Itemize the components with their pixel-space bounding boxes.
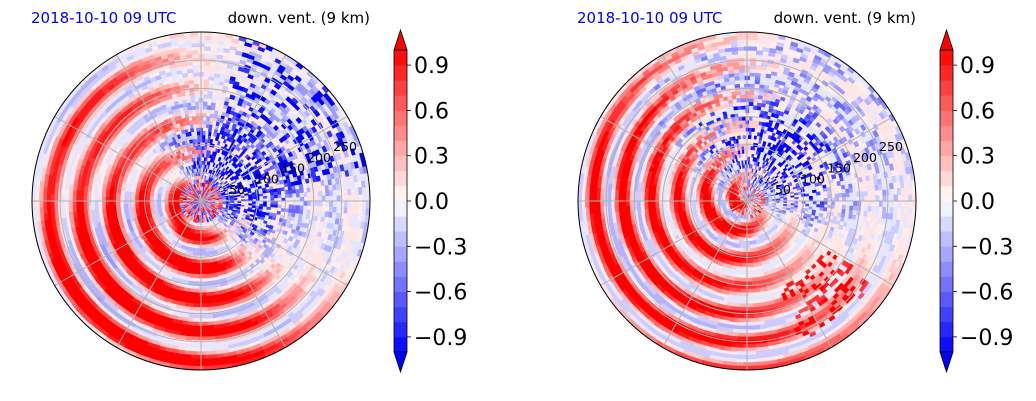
colorbar-segment [940,80,953,96]
colorbar-tick-label: −0.9 [414,326,467,351]
colorbar-segment [394,246,407,262]
panel-date-title: 2018-10-10 09 UTC [31,9,177,27]
colorbar-segment [940,216,953,232]
colorbar-segment [940,50,953,66]
panel-date-title: 2018-10-10 09 UTC [577,9,723,27]
colorbar-extend-min [939,351,954,374]
colorbar-segment [940,170,953,187]
angular-gridline-150 [600,116,748,202]
angular-gridline-150 [54,116,202,202]
radial-tick-label: 150 [281,161,305,176]
radial-tick-label: 150 [827,161,851,176]
colorbar-segment [940,291,953,308]
colorbar-segment [394,201,407,217]
colorbar-segment [940,95,953,111]
colorbar: −0.9 −0.6 −0.3 0.0 0.3 0.6 0.9 [939,28,1013,374]
colorbar-tick-label: 0.6 [960,99,995,124]
colorbar-segment [940,306,953,323]
polar-frame [31,31,371,371]
angular-gridline-210 [600,200,748,286]
radial-tick-label: 250 [879,139,903,154]
angular-gridline-300 [200,200,286,348]
radial-tick-label: 200 [853,150,877,165]
angular-gridline-60 [200,54,286,202]
radial-tick-label: 200 [307,150,331,165]
colorbar-segment [394,95,407,111]
colorbar-tick-label: 0.6 [414,99,449,124]
colorbar-segment [394,185,407,202]
colorbar-tick-label: 0.3 [960,145,995,170]
colorbar-extend-max [393,28,408,51]
polar-grid [578,32,916,370]
colorbar-segment [394,231,407,247]
colorbar-segment [940,125,953,141]
colorbar-segment [940,321,953,338]
colorbar-segment [394,50,407,66]
polar-frame [577,31,917,371]
colorbar-segment [394,125,407,141]
angular-gridline-60 [746,54,832,202]
angular-gridline-300 [746,200,832,348]
colorbar-segment [394,170,407,187]
colorbar-extend-min [393,351,408,374]
angular-gridline-30 [200,116,348,202]
colorbar-segment [940,246,953,262]
colorbar-segment [394,306,407,323]
colorbar-segment [940,185,953,202]
colorbar-segment [394,336,407,353]
colorbar-segment [394,110,407,126]
radial-tick-label: 250 [333,139,357,154]
polar-grid [32,32,370,370]
colorbar-tick-label: 0.0 [960,190,995,215]
angular-gridline-210 [54,200,202,286]
colorbar-segment [394,291,407,308]
colorbar-tick-label: 0.9 [960,54,995,79]
colorbar-segment [940,261,953,277]
colorbar-segment [394,276,407,292]
colorbar-extend-max [939,28,954,51]
radial-tick-label: 100 [255,171,279,186]
radial-tick-label: 50 [775,182,791,197]
angular-gridline-240 [116,200,202,348]
panel-variable-title: down. vent. (9 km) [228,9,370,27]
colorbar-segment [940,336,953,353]
colorbar-segment [394,80,407,96]
angular-gridline-120 [662,54,748,202]
colorbar-tick-label: −0.3 [960,235,1013,260]
colorbar-segment [394,216,407,232]
colorbar-segment [940,155,953,172]
colorbar-tick-label: −0.6 [414,281,467,306]
angular-gridline-30 [746,116,894,202]
colorbar-segment [940,110,953,126]
radial-tick-label: 100 [801,171,825,186]
colorbar-segment [394,155,407,172]
radial-tick-label: 50 [229,182,245,197]
angular-gridline-330 [200,200,348,286]
colorbar-tick-label: 0.9 [414,54,449,79]
colorbar-tick-label: 0.3 [414,145,449,170]
colorbar-segment [940,231,953,247]
angular-gridline-240 [662,200,748,348]
colorbar-segment [940,201,953,217]
colorbar-segment [940,65,953,81]
colorbar-segment [940,276,953,292]
colorbar-tick-label: −0.6 [960,281,1013,306]
colorbar-segment [394,140,407,157]
angular-gridline-120 [116,54,202,202]
colorbar: −0.9 −0.6 −0.3 0.0 0.3 0.6 0.9 [393,28,467,374]
colorbar-segment [394,321,407,338]
colorbar-tick-label: −0.9 [960,326,1013,351]
colorbar-segment [394,65,407,81]
panel-variable-title: down. vent. (9 km) [774,9,916,27]
colorbar-tick-label: 0.0 [414,190,449,215]
angular-gridline-330 [746,200,894,286]
colorbar-segment [940,140,953,157]
colorbar-tick-label: −0.3 [414,235,467,260]
colorbar-segment [394,261,407,277]
